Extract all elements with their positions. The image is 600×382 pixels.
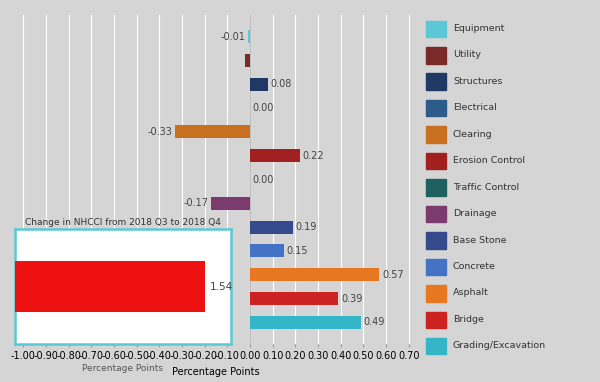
Text: -0.33: -0.33 xyxy=(148,127,172,137)
Bar xyxy=(250,149,300,162)
Text: -0.01: -0.01 xyxy=(220,32,245,42)
Text: Drainage: Drainage xyxy=(453,209,496,218)
Bar xyxy=(248,30,250,43)
Title: Change in NHCCI from 2018 Q3 to 2018 Q4: Change in NHCCI from 2018 Q3 to 2018 Q4 xyxy=(25,218,221,227)
Text: 0.22: 0.22 xyxy=(302,151,324,161)
Text: Electrical: Electrical xyxy=(453,104,497,112)
Text: Erosion Control: Erosion Control xyxy=(453,156,525,165)
Text: Traffic Control: Traffic Control xyxy=(453,183,519,192)
Text: Utility: Utility xyxy=(453,50,481,60)
Bar xyxy=(175,125,250,139)
Text: -0.17: -0.17 xyxy=(184,198,209,208)
Bar xyxy=(426,21,446,37)
Bar xyxy=(250,220,293,234)
Text: 0.00: 0.00 xyxy=(253,175,274,185)
Text: 0.39: 0.39 xyxy=(341,293,362,304)
X-axis label: Percentage Points: Percentage Points xyxy=(172,367,260,377)
Bar xyxy=(426,47,446,63)
Bar xyxy=(426,206,446,222)
Text: Percentage Points: Percentage Points xyxy=(83,364,163,374)
Text: 0.19: 0.19 xyxy=(296,222,317,232)
Bar xyxy=(426,285,446,301)
Text: 0.00: 0.00 xyxy=(253,103,274,113)
Text: Grading/Excavation: Grading/Excavation xyxy=(453,342,546,350)
Text: Structures: Structures xyxy=(453,77,502,86)
Bar xyxy=(245,54,250,67)
Text: Concrete: Concrete xyxy=(453,262,496,271)
Text: 1.54: 1.54 xyxy=(210,282,233,291)
Bar xyxy=(250,292,338,305)
Bar xyxy=(211,197,250,210)
Text: 0.49: 0.49 xyxy=(364,317,385,327)
Text: 0.57: 0.57 xyxy=(382,270,404,280)
Bar xyxy=(426,259,446,275)
Bar xyxy=(426,100,446,117)
Bar xyxy=(250,78,268,91)
Text: Clearing: Clearing xyxy=(453,130,493,139)
Bar xyxy=(250,268,379,281)
Bar xyxy=(250,244,284,257)
Bar xyxy=(426,232,446,249)
Bar xyxy=(426,338,446,354)
Bar xyxy=(250,316,361,329)
Text: 0.08: 0.08 xyxy=(271,79,292,89)
Text: Asphalt: Asphalt xyxy=(453,288,488,298)
Text: 0.15: 0.15 xyxy=(287,246,308,256)
Text: Bridge: Bridge xyxy=(453,315,484,324)
Bar xyxy=(426,311,446,328)
Bar xyxy=(426,126,446,143)
Bar xyxy=(426,153,446,169)
Bar xyxy=(15,261,205,312)
Text: Equipment: Equipment xyxy=(453,24,504,33)
Bar xyxy=(426,179,446,196)
Bar xyxy=(426,73,446,90)
Text: Base Stone: Base Stone xyxy=(453,236,506,244)
